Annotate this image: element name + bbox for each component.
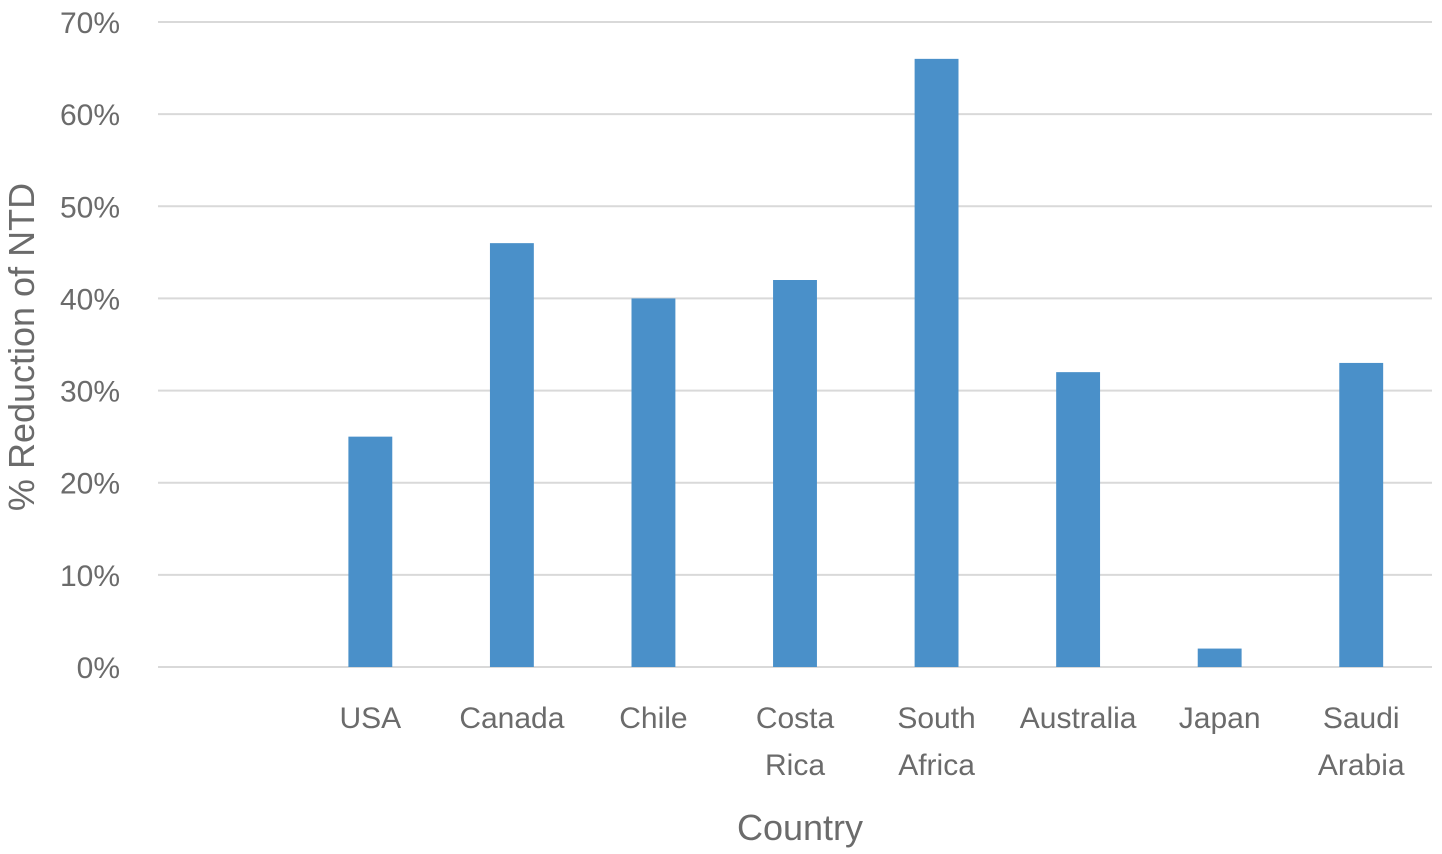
y-tick-label: 60% bbox=[60, 99, 120, 132]
x-tick-labels: USA Canada Chile Costa Rica South Africa Austra… bbox=[339, 702, 1404, 782]
y-tick-label: 30% bbox=[60, 376, 120, 409]
x-tick-label: Canada bbox=[459, 702, 564, 735]
bar bbox=[1197, 648, 1242, 667]
y-tick-label: 10% bbox=[60, 560, 120, 593]
y-tick-label: 40% bbox=[60, 283, 120, 316]
y-tick-label: 0% bbox=[77, 652, 120, 685]
y-tick-label: 70% bbox=[60, 7, 120, 40]
y-tick-label: 50% bbox=[60, 191, 120, 224]
x-tick-label: Chile bbox=[619, 702, 687, 735]
x-tick-label: Australia bbox=[1020, 702, 1137, 735]
x-tick-label: USA bbox=[339, 702, 401, 735]
bars bbox=[348, 58, 1384, 668]
y-tick-labels: 0% 10% 20% 30% 40% 50% 60% 70% bbox=[60, 7, 120, 685]
bar bbox=[348, 436, 393, 667]
bar bbox=[631, 298, 676, 667]
x-tick-label: Japan bbox=[1179, 702, 1261, 735]
bar bbox=[1339, 362, 1384, 667]
x-tick-label: Costa Rica bbox=[756, 702, 835, 782]
y-axis-title: % Reduction of NTD bbox=[1, 183, 42, 511]
bar bbox=[914, 58, 959, 668]
bar bbox=[489, 243, 534, 667]
y-tick-label: 20% bbox=[60, 468, 120, 501]
x-axis-title: Country bbox=[737, 807, 863, 848]
bar bbox=[1056, 372, 1101, 667]
bar bbox=[773, 280, 817, 667]
x-tick-label: South Africa bbox=[897, 702, 975, 782]
x-tick-label: Saudi Arabia bbox=[1318, 702, 1405, 782]
